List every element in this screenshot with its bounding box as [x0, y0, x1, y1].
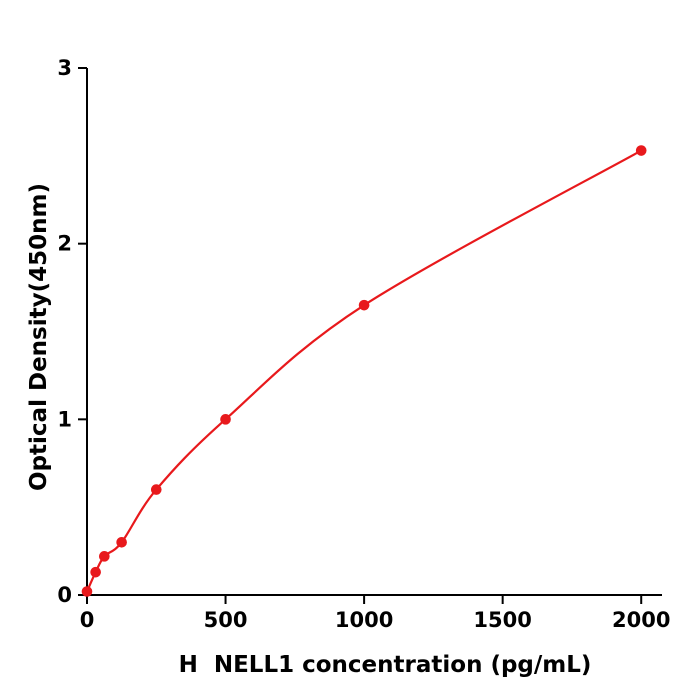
data-point-marker	[81, 586, 93, 597]
x-tick-label: 1000	[335, 608, 393, 632]
y-tick-label: 3	[57, 56, 72, 80]
x-tick-label: 1500	[473, 608, 531, 632]
data-point-marker	[358, 299, 370, 311]
y-axis-label: Optical Density(450nm)	[26, 183, 52, 491]
y-tick-label: 0	[57, 583, 72, 607]
x-tick-label: 0	[80, 608, 95, 632]
data-point-marker	[99, 551, 110, 562]
axes-spines	[86, 68, 662, 596]
x-tick-label: 500	[204, 608, 248, 632]
data-point-marker	[220, 414, 231, 425]
y-tick-label: 2	[57, 232, 72, 256]
x-axis-label: H NELL1 concentration (pg/mL)	[179, 652, 592, 678]
data-point-marker	[635, 145, 647, 156]
x-tick-label: 2000	[612, 608, 670, 632]
standard-curve-line	[85, 149, 643, 593]
data-point-marker	[150, 484, 162, 495]
y-tick-label: 1	[57, 407, 72, 431]
data-point-marker	[116, 537, 127, 548]
data-point-marker	[90, 566, 101, 578]
